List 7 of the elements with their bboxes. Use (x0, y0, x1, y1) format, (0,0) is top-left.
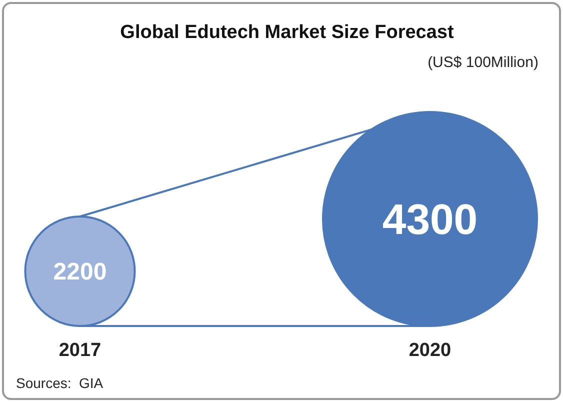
category-label: 2017 (58, 340, 102, 361)
category-label: 2020 (408, 340, 452, 361)
text: Global Edutech Market Size Forecast (120, 22, 454, 43)
data-label: 4300 (382, 196, 478, 244)
source-note: Sources: GIA (16, 375, 104, 391)
data-label: 2200 (53, 258, 107, 286)
text: (US$ 100Million) (428, 54, 538, 71)
